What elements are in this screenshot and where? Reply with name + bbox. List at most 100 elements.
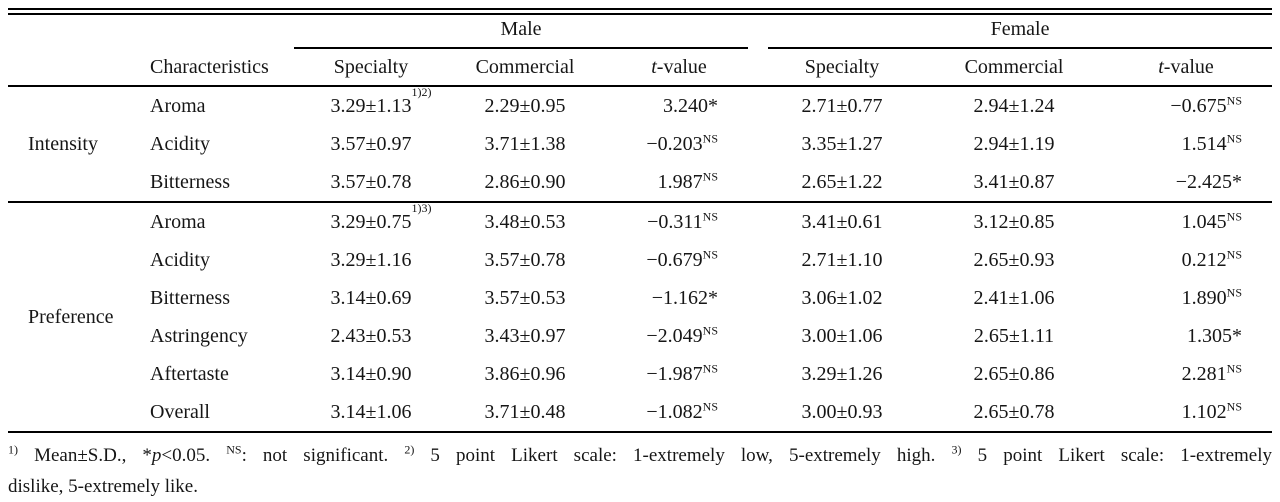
mean-sd-cell: 2.94±1.19 (973, 132, 1055, 155)
footnote-marker-2: 2) (404, 442, 415, 457)
mean-sd-cell: 3.35±1.27 (801, 132, 883, 155)
table-row: Aftertaste 3.14±0.90 3.86±0.96 −1.987NS 3.29… (8, 355, 1272, 393)
mean-sd-cell: 3.00±0.93 (801, 400, 883, 423)
characteristic-label: Astringency (150, 324, 248, 347)
table-row: Preference Aroma 3.29±0.75 1)3) 3.48±0.53 −0.… (8, 201, 1273, 432)
table-row: Astringency 2.43±0.53 3.43±0.97 −2.049NS 3.0… (8, 317, 1272, 355)
female-tvalue-header: t-value (1158, 55, 1214, 78)
characteristic-label: Acidity (150, 248, 210, 271)
female-group-label: Female (768, 18, 1273, 49)
mean-sd-cell: 3.43±0.97 (484, 324, 566, 347)
mean-sd-cell: 2.41±1.06 (973, 286, 1055, 309)
male-specialty-header: Specialty (333, 55, 409, 78)
characteristic-label: Aroma (146, 201, 294, 241)
mean-sd-cell: 3.29±1.13 1)2) (294, 85, 448, 125)
group-header-row: Characteristics Male Female (8, 12, 1273, 78)
ns-superscript: NS (702, 168, 719, 183)
ns-superscript: NS (1226, 130, 1243, 145)
t-value-cell: 1.987NS (657, 168, 719, 193)
table-footnote: 1) Mean±S.D., *p<0.05. NS: not significa… (8, 440, 1272, 502)
ns-superscript: NS (1226, 208, 1243, 223)
t-value-cell: −0.679NS (646, 246, 719, 271)
mean-sd-cell: 2.29±0.95 (448, 85, 602, 125)
t-value-cell: −0.675NS (1100, 85, 1273, 125)
footnote-text: 5 point Likert scale: 1-extremely (961, 445, 1272, 466)
footnote-text: 5 point Likert scale: 1-extremely low, 5… (414, 445, 952, 466)
characteristic-label: Acidity (150, 132, 210, 155)
characteristic-label: Aroma (146, 85, 294, 125)
mean-sd-cell: 3.14±0.90 (330, 362, 412, 385)
ns-superscript: NS (702, 398, 719, 413)
mean-sd-cell: 3.71±1.38 (484, 132, 566, 155)
mean-sd-cell: 3.57±0.78 (484, 248, 566, 271)
mean-sd-cell: 3.29±0.75 1)3) (294, 201, 448, 241)
sensory-evaluation-table: Characteristics Male Female Specialty Co… (8, 8, 1273, 433)
characteristics-header: Characteristics (150, 56, 269, 78)
ns-superscript: NS (1226, 360, 1243, 375)
male-tvalue-header: t-value (651, 55, 707, 78)
t-value-cell: 1.514NS (1181, 130, 1243, 155)
subcolumn-header-row: Specialty Commercial t-value Specialty C… (8, 49, 1272, 86)
t-value-cell: −0.203NS (646, 130, 719, 155)
mean-sd-cell: 2.65±0.86 (973, 362, 1055, 385)
t-value-cell: −2.425* (1175, 170, 1243, 193)
t-value-cell: 2.281NS (1181, 360, 1243, 385)
footnote-line-1: 1) Mean±S.D., *p<0.05. NS: not significa… (8, 440, 1272, 471)
t-value-cell: −1.082NS (646, 398, 719, 423)
ns-marker: NS (226, 442, 242, 457)
t-value-cell: −1.987NS (646, 360, 719, 385)
footnote-text: <0.05. (161, 445, 227, 466)
mean-sd-cell: 3.41±0.87 (973, 170, 1055, 193)
t-value-cell: 1.045NS (1100, 201, 1273, 241)
t-value-cell: 1.102NS (1181, 398, 1243, 423)
footnote-text: Mean±S.D., * (18, 445, 152, 466)
mean-sd-cell: 2.65±0.93 (973, 248, 1055, 271)
t-value-cell: −1.162* (651, 286, 719, 309)
t-value-cell: 1.890NS (1181, 284, 1243, 309)
mean-sd-cell: 3.14±1.06 (330, 400, 412, 423)
characteristic-label: Overall (150, 400, 210, 423)
male-group-header: Male (294, 12, 756, 49)
mean-sd-cell: 3.12±0.85 (928, 201, 1101, 241)
mean-sd-cell: 2.71±1.10 (801, 248, 883, 271)
mean-sd-cell: 3.71±0.48 (484, 400, 566, 423)
table-row: Bitterness 3.14±0.69 3.57±0.53 −1.162* 3.06±… (8, 279, 1272, 317)
ns-superscript: NS (1226, 284, 1243, 299)
mean-sd-cell: 2.71±0.77 (756, 85, 929, 125)
table-body: Intensity Aroma 3.29±1.13 1)2) 2.29±0.95 3.24… (8, 85, 1273, 432)
table-row: Bitterness 3.57±0.78 2.86±0.90 1.987NS 2.65±… (8, 163, 1272, 202)
mean-sd-cell: 2.94±1.24 (928, 85, 1101, 125)
characteristic-label: Aftertaste (150, 362, 229, 385)
male-group-label: Male (294, 18, 749, 49)
table-header: Characteristics Male Female Specialty Co… (8, 12, 1273, 87)
table-row: Acidity 3.57±0.97 3.71±1.38 −0.203NS 3.35±1.… (8, 125, 1272, 163)
ns-superscript: NS (1226, 398, 1243, 413)
paper-table-page: Characteristics Male Female Specialty Co… (0, 8, 1280, 497)
mean-sd-cell: 3.48±0.53 (448, 201, 602, 241)
male-commercial-header: Commercial (475, 55, 575, 78)
mean-sd-cell: 3.29±1.26 (801, 362, 883, 385)
p-symbol: p (151, 445, 162, 466)
mean-sd-cell: 3.06±1.02 (801, 286, 883, 309)
table-row: Acidity 3.29±1.16 3.57±0.78 −0.679NS 2.71±1.… (8, 241, 1272, 279)
table-row: Intensity Aroma 3.29±1.13 1)2) 2.29±0.95 3.24… (8, 85, 1273, 202)
mean-sd-cell: 3.41±0.61 (756, 201, 929, 241)
mean-sd-cell: 2.65±0.78 (973, 400, 1055, 423)
ns-superscript: NS (702, 246, 719, 261)
footnote-marker-3: 3) (951, 442, 962, 457)
mean-sd-cell: 2.65±1.11 (973, 324, 1055, 347)
ns-superscript: NS (702, 360, 719, 375)
ns-superscript: NS (1226, 246, 1243, 261)
mean-sd-cell: 3.29±1.16 (330, 248, 412, 271)
section-label: Intensity (8, 85, 146, 202)
mean-sd-cell: 3.14±0.69 (330, 286, 412, 309)
t-value-cell: −0.311NS (602, 201, 757, 241)
characteristic-label: Bitterness (150, 286, 230, 309)
mean-sd-cell: 3.57±0.97 (330, 132, 412, 155)
section-label: Preference (8, 201, 146, 432)
ns-superscript: NS (702, 322, 719, 337)
ns-superscript: NS (702, 130, 719, 145)
t-value-cell: 3.240* (602, 85, 757, 125)
characteristic-label: Bitterness (150, 170, 230, 193)
mean-sd-cell: 2.43±0.53 (330, 324, 412, 347)
